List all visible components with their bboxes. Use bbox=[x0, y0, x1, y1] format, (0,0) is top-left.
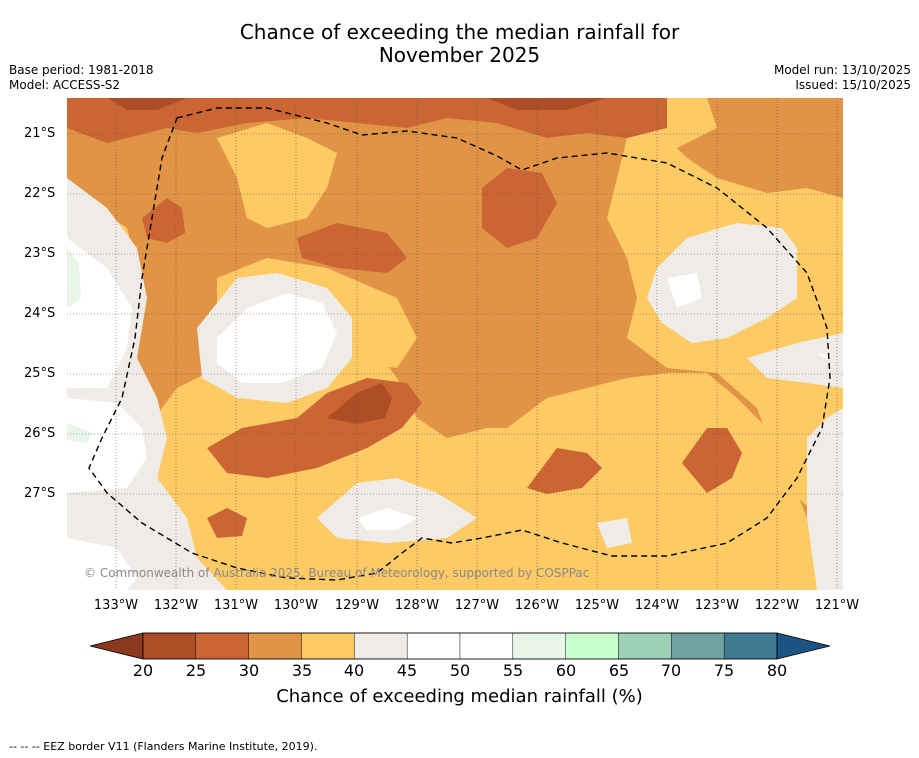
model-name: Model: ACCESS-S2 bbox=[9, 78, 121, 92]
colorbar-tick-55: 55 bbox=[502, 661, 524, 680]
lon-label-127w: 127°W bbox=[454, 598, 500, 613]
colorbar-tick-40: 40 bbox=[343, 661, 365, 680]
meta-right: Model run: 13/10/2025 Issued: 15/10/2025 bbox=[774, 63, 911, 93]
colorbar-tick-65: 65 bbox=[608, 661, 630, 680]
colorbar-cell-60 bbox=[565, 632, 619, 660]
zone-20-25-top bbox=[107, 98, 187, 110]
lon-label-126w: 126°W bbox=[514, 598, 560, 613]
zone-45-55-center bbox=[217, 293, 337, 383]
colorbar-cell-70 bbox=[671, 632, 725, 660]
colorbar-tick-20: 20 bbox=[132, 661, 154, 680]
zone-25-30-south bbox=[527, 448, 602, 494]
lat-label-22s: 22°S bbox=[24, 186, 56, 201]
zone-55-60-west-low bbox=[67, 423, 92, 443]
map-title-line-2: November 2025 bbox=[378, 43, 541, 67]
map-credit: © Commonwealth of Australia 2025, Bureau… bbox=[84, 566, 590, 580]
zone-40-45-south-east bbox=[597, 518, 632, 548]
lat-label-27s: 27°S bbox=[24, 486, 56, 501]
colorbar-tick-75: 75 bbox=[713, 661, 735, 680]
colorbar-tick-70: 70 bbox=[660, 661, 682, 680]
lon-label-132w: 132°W bbox=[153, 598, 199, 613]
colorbar-tick-45: 45 bbox=[396, 661, 418, 680]
zone-55-60-west bbox=[67, 248, 81, 308]
zone-45-55-south bbox=[357, 508, 417, 530]
meta-left: Base period: 1981-2018 Model: ACCESS-S2 bbox=[9, 63, 154, 93]
zone-25-30-south-east bbox=[682, 428, 742, 493]
colorbar-title: Chance of exceeding median rainfall (%) bbox=[276, 686, 643, 707]
colorbar-tick-80: 80 bbox=[766, 661, 788, 680]
colorbar-cell-20 bbox=[142, 632, 197, 660]
lon-label-123w: 123°W bbox=[694, 598, 740, 613]
eez-border bbox=[88, 107, 831, 581]
colorbar-tick-35: 35 bbox=[291, 661, 313, 680]
zone-35-40-bottom bbox=[67, 338, 843, 590]
colorbar-tick-60: 60 bbox=[555, 661, 577, 680]
lon-label-133w: 133°W bbox=[93, 598, 139, 613]
lon-label-122w: 122°W bbox=[754, 598, 800, 613]
colorbar-cell-65 bbox=[618, 632, 672, 660]
zone-45-55-east bbox=[667, 273, 702, 308]
zone-20-25-center bbox=[327, 383, 392, 424]
issued-date: Issued: 15/10/2025 bbox=[795, 78, 911, 92]
colorbar-cell-40 bbox=[354, 632, 408, 660]
colorbar-cell-30 bbox=[248, 632, 302, 660]
colorbar-tick-30: 30 bbox=[238, 661, 260, 680]
colorbar-cell-75 bbox=[723, 632, 778, 660]
lat-label-25s: 25°S bbox=[24, 366, 56, 381]
colorbar-cell-25 bbox=[195, 632, 249, 660]
lon-label-130w: 130°W bbox=[273, 598, 319, 613]
colorbar-over-arrow bbox=[776, 632, 830, 660]
lon-label-128w: 128°W bbox=[394, 598, 440, 613]
lon-label-121w: 121°W bbox=[814, 598, 860, 613]
colorbar-cell-35 bbox=[301, 632, 355, 660]
lat-label-21s: 21°S bbox=[24, 126, 56, 141]
lon-label-129w: 129°W bbox=[334, 598, 380, 613]
colorbar-under-arrow bbox=[90, 632, 144, 660]
lon-label-124w: 124°W bbox=[634, 598, 680, 613]
lon-label-131w: 131°W bbox=[213, 598, 259, 613]
colorbar-cell-45 bbox=[406, 632, 461, 660]
lat-label-24s: 24°S bbox=[24, 306, 56, 321]
lat-label-26s: 26°S bbox=[24, 426, 56, 441]
zone-35-40-top bbox=[217, 123, 337, 228]
colorbar-frame bbox=[142, 632, 778, 660]
colorbar-cell-55 bbox=[512, 632, 566, 660]
zone-25-30-north-west bbox=[142, 198, 185, 243]
zone-20-25-top-right bbox=[487, 98, 607, 110]
zone-45-55-sw bbox=[67, 538, 137, 590]
rainfall-map bbox=[67, 98, 843, 590]
zone-25-30-north-center bbox=[482, 168, 557, 248]
graticule bbox=[67, 98, 843, 590]
zone-40-45-se-corner bbox=[807, 408, 843, 590]
lon-label-125w: 125°W bbox=[574, 598, 620, 613]
base-period: Base period: 1981-2018 bbox=[9, 63, 154, 77]
colorbar-tick-25: 25 bbox=[185, 661, 207, 680]
lat-label-23s: 23°S bbox=[24, 246, 56, 261]
model-run: Model run: 13/10/2025 bbox=[773, 63, 911, 77]
eez-legend-footer: -- -- -- EEZ border V11 (Flanders Marine… bbox=[9, 740, 318, 753]
map-title-line-1: Chance of exceeding the median rainfall … bbox=[239, 20, 680, 44]
zone-40-45-right-edge bbox=[747, 333, 843, 388]
zone-40-45-east bbox=[647, 223, 797, 343]
zone-25-30-mid bbox=[297, 223, 407, 273]
colorbar bbox=[90, 632, 830, 660]
zone-25-30-south-west bbox=[207, 508, 247, 538]
colorbar-tick-50: 50 bbox=[449, 661, 471, 680]
zone-45-55-west-low bbox=[67, 398, 147, 493]
colorbar-cell-50 bbox=[459, 632, 514, 660]
